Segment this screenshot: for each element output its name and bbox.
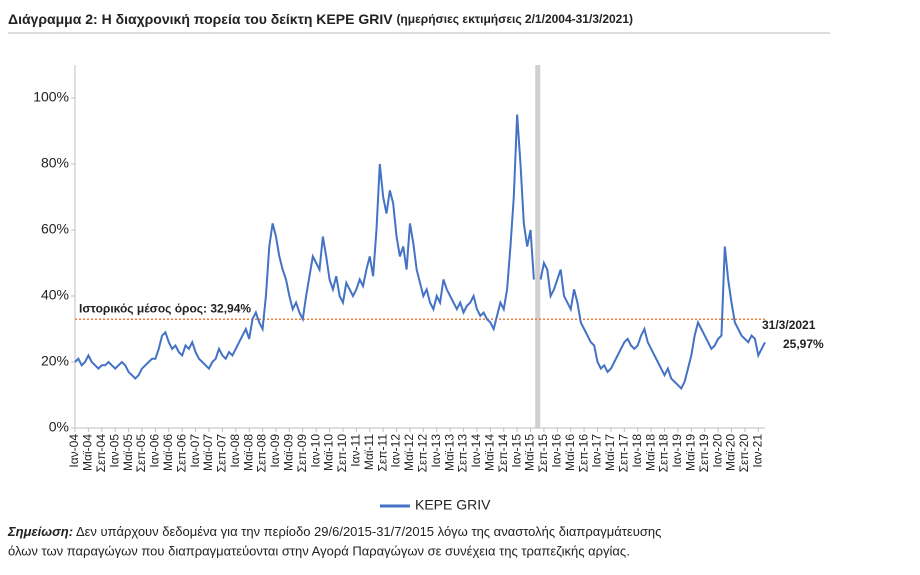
x-tick-label: Ιαν-10 xyxy=(308,434,322,468)
x-tick-label: Μαϊ-17 xyxy=(603,434,617,471)
x-tick-label: Ιαν-09 xyxy=(268,434,282,468)
x-tick-label: Μαϊ-20 xyxy=(724,434,738,471)
note-text: Δεν υπάρχουν δεδομένα για την περίοδο 29… xyxy=(76,524,661,539)
x-tick-label: Ιαν-17 xyxy=(590,434,604,468)
x-tick-label: Μαϊ-07 xyxy=(201,434,215,471)
x-tick-label: Μαϊ-05 xyxy=(121,434,135,471)
note-line: Σημείωση: Δεν υπάρχουν δεδομένα για την … xyxy=(7,524,661,539)
x-tick-label: Σεπ-07 xyxy=(215,434,229,473)
subtitle: (ημερήσιες εκτιμήσεις 2/1/2004-31/3/2021… xyxy=(396,12,633,26)
x-tick-label: Σεπ-13 xyxy=(456,434,470,473)
x-tick-label: Ιαν-16 xyxy=(550,434,564,468)
y-tick-label: 0% xyxy=(49,419,69,435)
x-tick-label: Ιαν-04 xyxy=(67,434,81,468)
x-tick-label: Ιαν-05 xyxy=(107,434,121,468)
mean-label: Ιστορικός μέσος όρος: 32,94% xyxy=(79,301,251,315)
data-line xyxy=(539,246,766,391)
x-tick-label: Ιαν-20 xyxy=(710,434,724,468)
x-tick-label: Μαϊ-10 xyxy=(322,434,336,471)
legend-label: KEPE GRIV xyxy=(415,497,491,513)
data-line xyxy=(74,114,535,380)
x-tick-label: Ιαν-18 xyxy=(630,434,644,468)
x-tick-label: Σεπ-11 xyxy=(375,434,389,472)
x-tick-label: Σεπ-12 xyxy=(416,434,430,473)
y-tick-label: 100% xyxy=(33,89,69,105)
chart-title: Διάγραμμα 2: Η διαχρονική πορεία του δεί… xyxy=(8,11,633,27)
last-value: 25,97% xyxy=(783,337,824,351)
x-tick-label: Σεπ-08 xyxy=(255,434,269,473)
last-date: 31/3/2021 xyxy=(762,318,816,332)
y-tick-label: 40% xyxy=(41,287,69,303)
x-tick-label: Μαϊ-19 xyxy=(683,434,697,471)
x-tick-label: Σεπ-16 xyxy=(576,434,590,473)
x-tick-label: Μαϊ-08 xyxy=(241,434,255,471)
x-tick-label: Μαϊ-06 xyxy=(161,434,175,471)
x-tick-label: Μαϊ-13 xyxy=(442,434,456,471)
x-tick-label: Σεπ-04 xyxy=(94,434,108,473)
x-tick-label: Ιαν-11 xyxy=(349,434,363,467)
title: Διάγραμμα 2: Η διαχρονική πορεία του δεί… xyxy=(8,11,393,27)
x-tick-label: Σεπ-05 xyxy=(134,434,148,473)
x-tick-label: Ιαν-19 xyxy=(670,434,684,468)
x-tick-label: Σεπ-19 xyxy=(697,434,711,473)
x-tick-label: Ιαν-15 xyxy=(509,434,523,468)
x-tick-label: Μαϊ-12 xyxy=(402,434,416,471)
x-tick-label: Σεπ-15 xyxy=(536,434,550,473)
x-tick-label: Ιαν-21 xyxy=(750,434,764,468)
y-tick-label: 20% xyxy=(41,353,69,369)
x-tick-label: Ιαν-13 xyxy=(429,434,443,468)
x-tick-label: Μαϊ-11 xyxy=(362,434,376,470)
x-tick-label: Σεπ-14 xyxy=(496,434,510,473)
x-tick-label: Σεπ-06 xyxy=(174,434,188,473)
x-tick-label: Μαϊ-16 xyxy=(563,434,577,471)
y-tick-label: 80% xyxy=(41,155,69,171)
x-tick-label: Σεπ-20 xyxy=(737,434,751,473)
x-tick-label: Μαϊ-09 xyxy=(282,434,296,471)
x-tick-label: Ιαν-07 xyxy=(188,434,202,468)
x-tick-label: Σεπ-17 xyxy=(616,434,630,473)
y-tick-label: 60% xyxy=(41,221,69,237)
gap-band xyxy=(535,65,541,428)
note-text: όλων των παραγώγων που διαπραγματεύονται… xyxy=(8,543,630,558)
x-tick-label: Ιαν-12 xyxy=(389,434,403,468)
x-tick-label: Μαϊ-15 xyxy=(523,434,537,471)
x-tick-label: Μαϊ-14 xyxy=(483,434,497,471)
x-tick-label: Ιαν-14 xyxy=(469,434,483,468)
x-tick-label: Ιαν-08 xyxy=(228,434,242,468)
x-tick-label: Ιαν-06 xyxy=(148,434,162,468)
note-prefix: Σημείωση: xyxy=(7,524,73,539)
x-tick-label: Μαϊ-18 xyxy=(643,434,657,471)
x-tick-label: Σεπ-18 xyxy=(657,434,671,473)
x-tick-label: Σεπ-09 xyxy=(295,434,309,473)
x-tick-label: Σεπ-10 xyxy=(335,434,349,473)
x-tick-label: Μαϊ-04 xyxy=(81,434,95,471)
